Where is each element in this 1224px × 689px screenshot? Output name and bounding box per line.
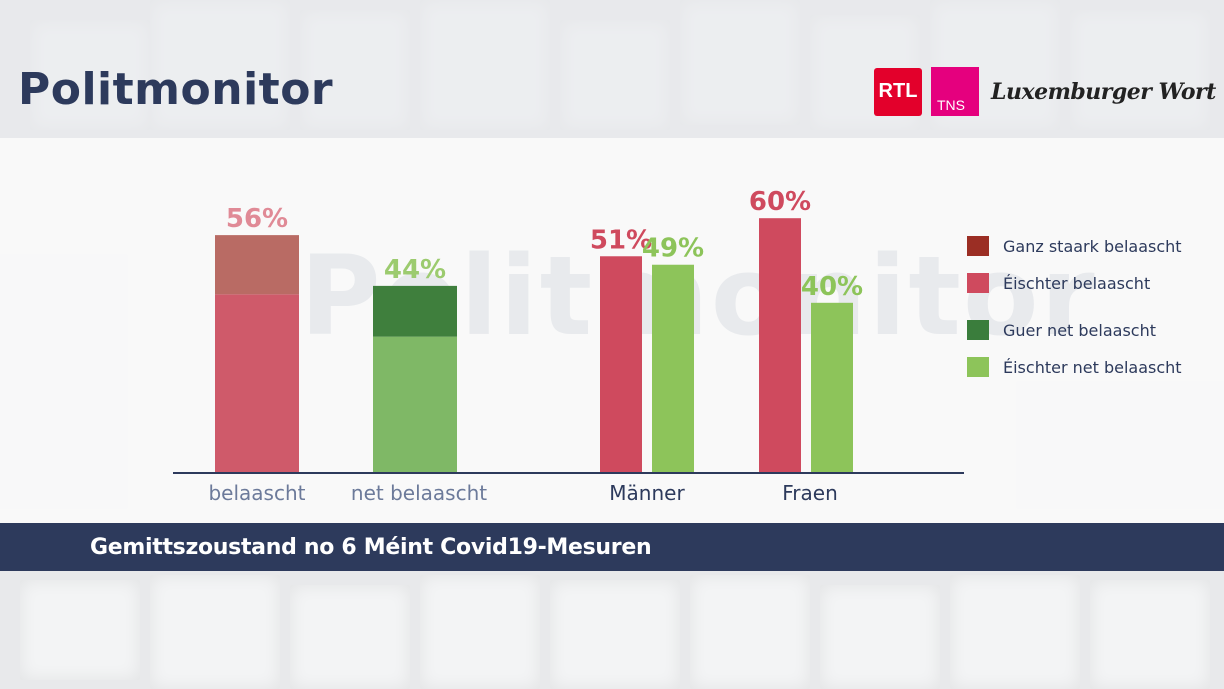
bg-tile	[1090, 580, 1210, 689]
legend-item: Guer net belaascht	[967, 320, 1182, 340]
bg-tile	[290, 585, 410, 689]
legend-swatch	[967, 236, 989, 256]
footer-caption: Gemittszoustand no 6 Méint Covid19-Mesur…	[90, 535, 652, 560]
data-label-Fraen-net-belaascht: 40%	[801, 272, 863, 302]
bar-Fraen-belaascht	[759, 218, 801, 472]
data-label-Fraen-belaascht: 60%	[749, 187, 811, 217]
legend-item: Ganz staark belaascht	[967, 236, 1182, 256]
data-label-belaascht: 56%	[226, 204, 288, 234]
legend-swatch	[967, 320, 989, 340]
legend-swatch	[967, 273, 989, 293]
x-tick-label: Männer	[609, 481, 685, 505]
x-tick-label: Fraen	[782, 481, 838, 505]
bg-tile	[950, 575, 1080, 689]
bg-tile	[20, 580, 140, 680]
logo-group: RTL TNS Luxemburger Wort	[874, 67, 1216, 116]
x-tick-label: belaascht	[208, 481, 305, 505]
bar-net-belaascht-eischter	[373, 336, 457, 472]
bar-Männer-net-belaascht	[652, 264, 694, 472]
legend-item: Éischter net belaascht	[967, 357, 1182, 377]
legend-label: Guer net belaascht	[1003, 320, 1156, 340]
legend-label: Ganz staark belaascht	[1003, 236, 1182, 256]
header-band	[0, 0, 1224, 138]
bar-belaascht-eischter	[215, 294, 299, 472]
bg-tile	[150, 575, 280, 689]
x-tick-label: net belaascht	[351, 481, 487, 505]
bar-belaascht-ganz-staark	[215, 235, 299, 295]
rtl-logo: RTL	[874, 67, 922, 116]
legend-swatch	[967, 357, 989, 377]
bar-Männer-belaascht	[600, 256, 642, 472]
rtl-logo-text: RTL	[878, 80, 918, 102]
bg-tile	[690, 575, 810, 689]
bar-net-belaascht-guer-net	[373, 285, 457, 337]
tns-logo-text: TNS	[937, 97, 965, 113]
legend-label: Éischter net belaascht	[1003, 357, 1182, 377]
luxemburger-wort-logo: Luxemburger Wort	[991, 78, 1216, 105]
page-title: Politmonitor	[18, 64, 334, 115]
tns-logo: TNS	[931, 67, 979, 116]
legend: Ganz staark belaascht Éischter belaascht…	[967, 236, 1182, 394]
data-label-Männer-net-belaascht: 49%	[642, 234, 704, 264]
footer-bar	[0, 523, 1224, 571]
bar-Fraen-net-belaascht	[811, 302, 853, 472]
data-label-Männer-belaascht: 51%	[590, 225, 652, 255]
bg-tile	[550, 580, 680, 689]
bg-tile	[820, 585, 940, 689]
bg-tile	[420, 575, 540, 689]
legend-item: Éischter belaascht	[967, 273, 1182, 293]
data-label-net-belaascht: 44%	[384, 255, 446, 285]
legend-label: Éischter belaascht	[1003, 273, 1151, 293]
